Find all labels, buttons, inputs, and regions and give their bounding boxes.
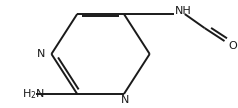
Text: N: N: [37, 49, 45, 59]
Text: O: O: [228, 41, 237, 51]
Text: N: N: [121, 95, 129, 105]
Text: H$_2$N: H$_2$N: [22, 87, 45, 101]
Text: NH: NH: [175, 6, 192, 17]
